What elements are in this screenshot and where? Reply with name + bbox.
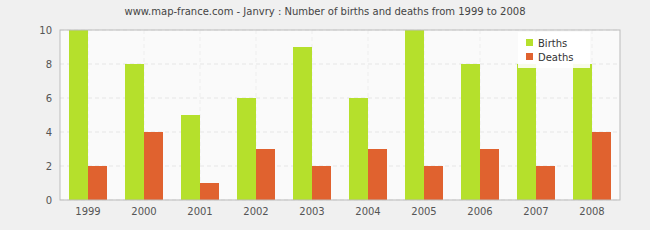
bar <box>424 166 443 200</box>
legend-swatch <box>526 39 533 46</box>
y-tick-label: 2 <box>46 161 52 172</box>
x-tick-label: 2005 <box>411 206 436 217</box>
legend-swatch <box>526 53 533 60</box>
bar <box>293 47 312 200</box>
x-tick-label: 2008 <box>579 206 604 217</box>
bar <box>461 64 480 200</box>
y-tick-label: 8 <box>46 59 52 70</box>
bar <box>592 132 611 200</box>
x-tick-label: 1999 <box>75 206 100 217</box>
bar <box>480 149 499 200</box>
bar <box>88 166 107 200</box>
x-tick-label: 2004 <box>355 206 380 217</box>
y-tick-label: 0 <box>46 195 52 206</box>
legend-label: Births <box>538 38 567 49</box>
x-tick-label: 2007 <box>523 206 548 217</box>
bars <box>69 30 611 200</box>
bar <box>368 149 387 200</box>
bar <box>405 30 424 200</box>
bar <box>181 115 200 200</box>
y-tick-label: 10 <box>39 25 52 36</box>
x-tick-label: 2000 <box>131 206 156 217</box>
bar <box>536 166 555 200</box>
bar <box>573 64 592 200</box>
x-tick-label: 2002 <box>243 206 268 217</box>
background <box>0 0 650 230</box>
legend-label: Deaths <box>538 52 573 63</box>
bar <box>517 64 536 200</box>
bar <box>125 64 144 200</box>
x-tick-label: 2003 <box>299 206 324 217</box>
bar <box>69 30 88 200</box>
bar <box>312 166 331 200</box>
plot-frame <box>60 30 620 200</box>
bar <box>349 98 368 200</box>
x-tick-label: 2001 <box>187 206 212 217</box>
bar <box>237 98 256 200</box>
legend-box <box>518 32 590 68</box>
y-tick-label: 4 <box>46 127 52 138</box>
plot-area <box>60 30 620 200</box>
bar <box>256 149 275 200</box>
bar <box>144 132 163 200</box>
chart: www.map-france.com - Janvry : Number of … <box>0 0 650 230</box>
bar <box>200 183 219 200</box>
x-tick-label: 2006 <box>467 206 492 217</box>
y-tick-label: 6 <box>46 93 52 104</box>
title: www.map-france.com - Janvry : Number of … <box>124 6 525 17</box>
